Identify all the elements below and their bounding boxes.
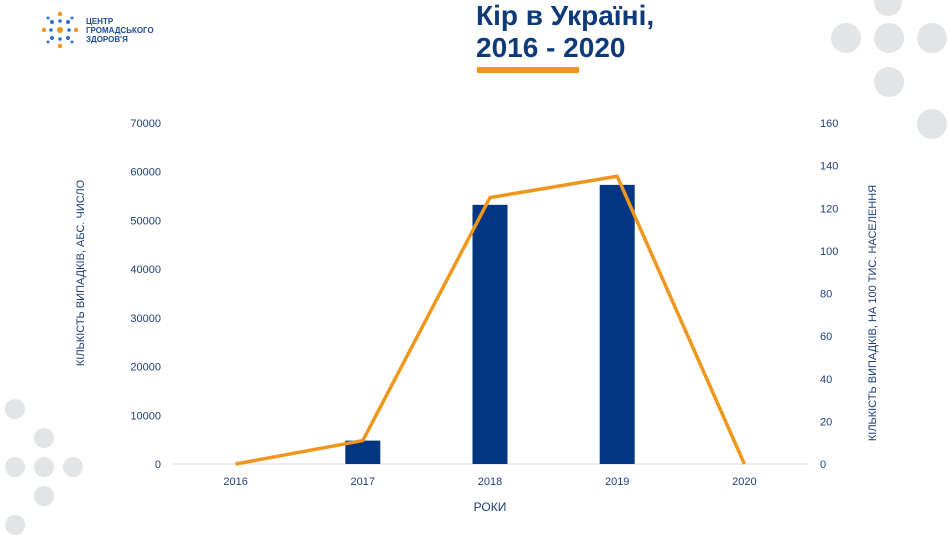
right-tick-label: 120 xyxy=(820,203,838,215)
left-tick-label: 50000 xyxy=(130,215,161,227)
x-tick-label: 2020 xyxy=(732,476,756,488)
title-underline xyxy=(477,67,579,73)
logo-line-1: ЦЕНТР xyxy=(86,16,114,26)
x-axis-title: РОКИ xyxy=(474,500,507,514)
right-tick-label: 100 xyxy=(820,246,838,258)
logo-line-3: ЗДОРОВ'Я xyxy=(86,34,128,44)
line-series xyxy=(235,174,747,466)
x-tick-label: 2019 xyxy=(605,476,629,488)
right-tick-label: 20 xyxy=(820,416,832,428)
left-tick-label: 10000 xyxy=(130,410,161,422)
bar-2017 xyxy=(345,440,381,464)
bar-2019 xyxy=(599,184,635,465)
x-tick-label: 2016 xyxy=(223,476,247,488)
logo-line-2: ГРОМАДСЬКОГО xyxy=(86,25,154,35)
x-tick-label: 2017 xyxy=(351,476,375,488)
right-tick-label: 40 xyxy=(820,374,832,386)
left-tick-label: 30000 xyxy=(130,313,161,325)
left-axis-title: КІЛЬКІСТЬ ВИПАДКІВ, АБС. ЧИСЛО xyxy=(75,179,87,366)
title-line-2: 2016 - 2020 xyxy=(476,32,626,63)
right-tick-label: 60 xyxy=(820,331,832,343)
logo-text: ЦЕНТР ГРОМАДСЬКОГО ЗДОРОВ'Я xyxy=(86,17,154,44)
left-tick-label: 0 xyxy=(155,459,161,471)
title-line-1: Кір в Україні, xyxy=(476,0,655,31)
page-title: Кір в Україні, 2016 - 2020 xyxy=(476,0,654,64)
left-tick-label: 40000 xyxy=(130,264,161,276)
right-tick-label: 0 xyxy=(820,459,826,471)
left-tick-label: 20000 xyxy=(130,362,161,374)
right-tick-label: 160 xyxy=(820,118,838,130)
organization-logo: ЦЕНТР ГРОМАДСЬКОГО ЗДОРОВ'Я xyxy=(40,10,154,50)
x-tick-label: 2018 xyxy=(478,476,502,488)
logo-mark-icon xyxy=(41,11,79,49)
left-tick-label: 60000 xyxy=(130,167,161,179)
right-tick-label: 80 xyxy=(820,289,832,301)
left-tick-label: 70000 xyxy=(130,118,161,130)
right-tick-label: 140 xyxy=(820,161,838,173)
bar-2018 xyxy=(472,204,508,464)
right-axis-title: КІЛЬКІСТЬ ВИПАДКІВ, НА 100 ТИС. НАСЕЛЕНН… xyxy=(867,185,879,441)
